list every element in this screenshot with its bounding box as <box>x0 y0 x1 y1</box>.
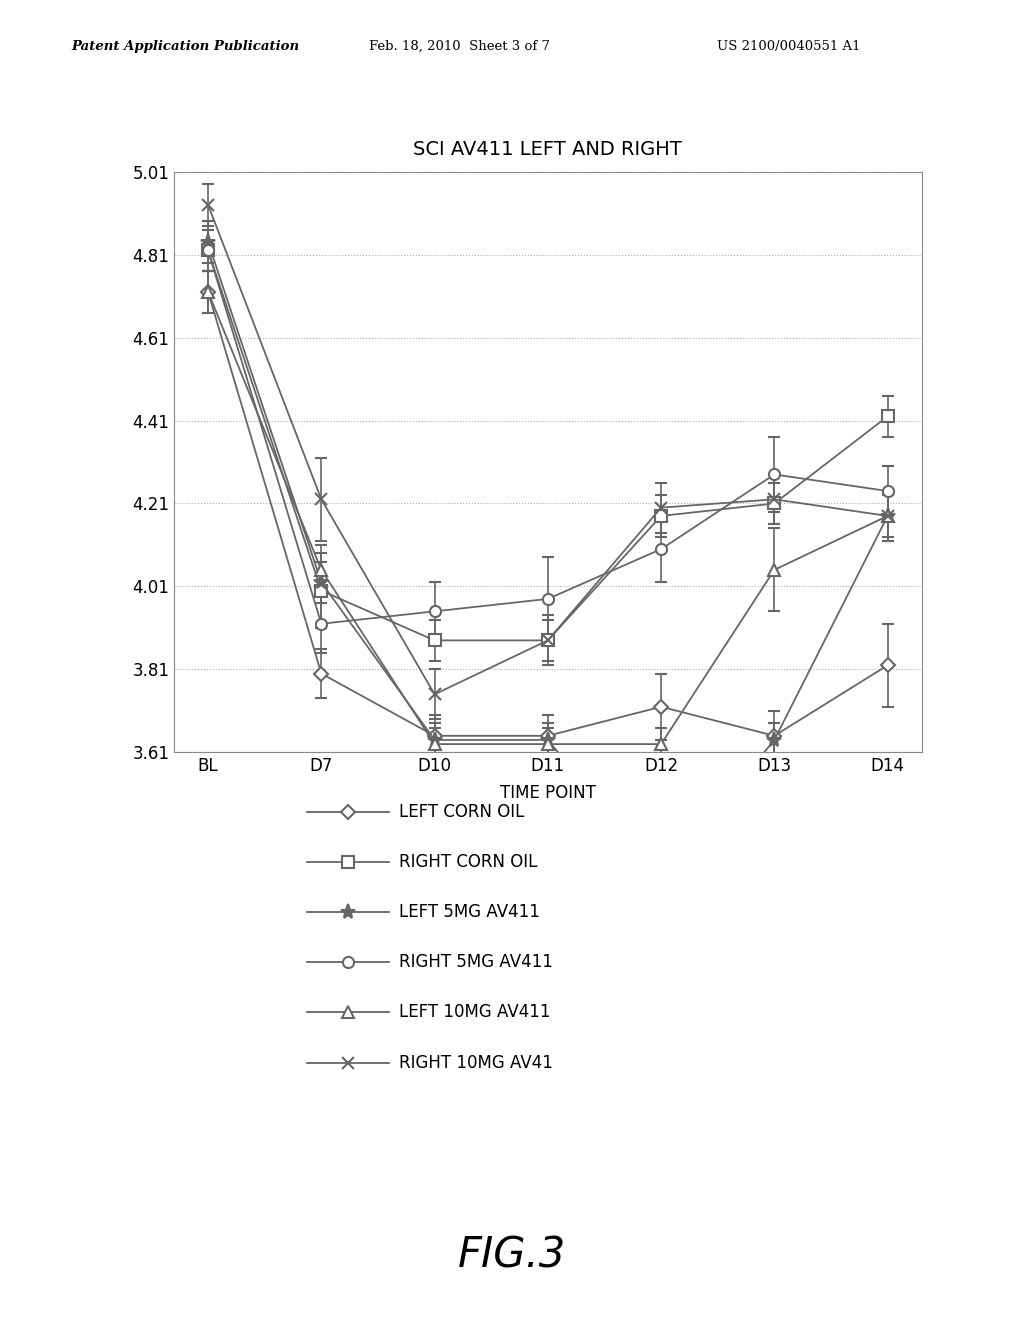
Text: LEFT 5MG AV411: LEFT 5MG AV411 <box>399 903 541 921</box>
Text: LEFT CORN OIL: LEFT CORN OIL <box>399 803 524 821</box>
Text: LEFT 10MG AV411: LEFT 10MG AV411 <box>399 1003 551 1022</box>
X-axis label: TIME POINT: TIME POINT <box>500 784 596 801</box>
Text: Feb. 18, 2010  Sheet 3 of 7: Feb. 18, 2010 Sheet 3 of 7 <box>369 40 550 53</box>
Text: RIGHT CORN OIL: RIGHT CORN OIL <box>399 853 538 871</box>
Text: Patent Application Publication: Patent Application Publication <box>72 40 300 53</box>
Text: RIGHT 5MG AV411: RIGHT 5MG AV411 <box>399 953 553 972</box>
Text: FIG.3: FIG.3 <box>458 1234 566 1276</box>
Text: US 2100/0040551 A1: US 2100/0040551 A1 <box>717 40 860 53</box>
Title: SCI AV411 LEFT AND RIGHT: SCI AV411 LEFT AND RIGHT <box>414 140 682 158</box>
Text: RIGHT 10MG AV41: RIGHT 10MG AV41 <box>399 1053 553 1072</box>
